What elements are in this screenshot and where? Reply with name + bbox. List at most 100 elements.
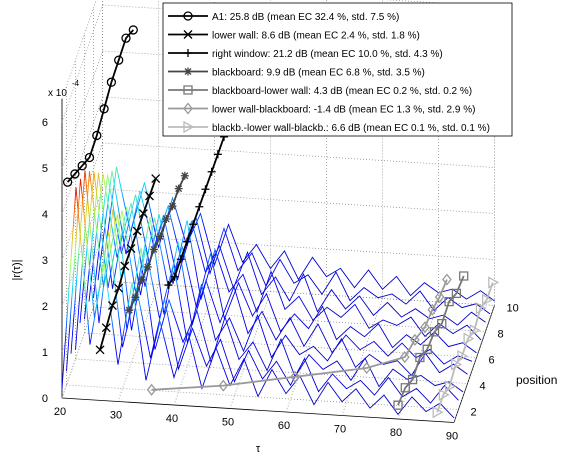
trace-line: [79, 172, 473, 365]
marker: [180, 171, 189, 180]
marker: [170, 272, 179, 281]
marker: [77, 161, 87, 171]
marker: [95, 345, 105, 355]
trace-line: [88, 173, 482, 341]
marker: [137, 275, 146, 284]
series-line: [167, 136, 225, 286]
marker: [149, 245, 158, 254]
marker: [451, 288, 462, 299]
grid-line: [61, 50, 103, 169]
z-tick-label: 2: [42, 301, 48, 313]
marker: [131, 293, 140, 302]
legend-label: lower wall: 8.6 dB (mean EC 2.4 %, std. …: [212, 31, 420, 42]
marker: [128, 25, 138, 35]
x-tick-label: 30: [110, 410, 122, 422]
trace-line: [93, 174, 486, 326]
marker: [183, 30, 193, 39]
grid-line: [84, 332, 477, 358]
marker: [183, 85, 193, 95]
marker: [218, 379, 229, 392]
marker: [183, 102, 193, 115]
box-edge: [384, 0, 495, 7]
y-tick-label: 8: [498, 329, 504, 341]
marker: [164, 281, 173, 290]
trace-line: [84, 172, 477, 354]
x-tick-label: 40: [166, 413, 178, 425]
marker: [410, 333, 420, 346]
series-line: [99, 178, 157, 351]
marker: [92, 130, 102, 141]
z-tick-label: 3: [42, 255, 48, 267]
marker: [184, 67, 192, 76]
legend-label: blackb.-lower wall-blackb.: 6.6 dB (mean…: [212, 123, 490, 134]
marker: [475, 302, 487, 315]
marker: [176, 255, 185, 264]
marker: [207, 167, 216, 176]
x-tick-label: 20: [54, 406, 66, 418]
marker: [399, 351, 410, 364]
marker: [437, 319, 447, 329]
grid-line: [93, 306, 486, 332]
legend-label: lower wall-blackboard: -1.4 dB (mean EC …: [212, 105, 475, 116]
marker: [400, 383, 410, 393]
marker: [145, 191, 154, 201]
x-tick-label: 70: [334, 424, 346, 436]
marker: [427, 303, 438, 316]
y-tick-label: 6: [489, 355, 495, 367]
y-axis-label: position: [516, 373, 557, 387]
legend-box: [162, 2, 513, 137]
x-tick-label: 90: [446, 431, 458, 443]
marker: [429, 327, 440, 337]
z-axis-label: |r(τ)|: [11, 259, 23, 280]
y-axis-line: [453, 305, 495, 423]
trace-line: [75, 171, 468, 377]
x-axis-label: τ: [256, 443, 261, 455]
marker: [168, 202, 177, 211]
z-tick-label: 1: [42, 347, 48, 359]
marker: [114, 55, 124, 65]
marker: [189, 220, 198, 229]
grid-line: [61, 4, 103, 123]
marker: [463, 332, 475, 345]
marker: [213, 150, 222, 159]
marker: [120, 261, 130, 271]
marker: [432, 406, 444, 419]
marker: [132, 226, 142, 236]
marker: [488, 276, 500, 289]
marker: [107, 301, 117, 311]
y-tick-label: 4: [480, 381, 486, 393]
y-tick-label: 10: [507, 303, 519, 315]
trace-line: [70, 170, 464, 393]
grid-line: [102, 280, 495, 306]
marker: [182, 237, 191, 246]
marker: [143, 262, 152, 271]
marker: [481, 293, 493, 306]
marker: [183, 120, 195, 134]
marker: [125, 306, 134, 315]
legend-label: blackboard-lower wall: 4.3 dB (mean EC 0…: [212, 86, 472, 97]
marker: [183, 11, 193, 21]
marker: [162, 215, 171, 224]
marker: [422, 344, 432, 354]
marker: [184, 49, 192, 57]
z-tick-label: 0: [42, 393, 48, 405]
marker: [84, 152, 95, 163]
marker: [434, 290, 445, 303]
z-tick-label: 5: [42, 163, 48, 175]
grid-line: [75, 358, 468, 384]
marker: [469, 324, 481, 337]
marker: [156, 232, 165, 241]
marker: [151, 174, 161, 183]
marker: [444, 380, 456, 393]
series-line: [66, 29, 134, 183]
marker: [290, 370, 300, 383]
marker: [201, 185, 210, 194]
marker: [138, 209, 148, 218]
marker: [146, 383, 157, 396]
marker: [99, 104, 109, 114]
marker: [106, 77, 117, 87]
marker: [195, 202, 204, 211]
marker: [438, 388, 450, 401]
